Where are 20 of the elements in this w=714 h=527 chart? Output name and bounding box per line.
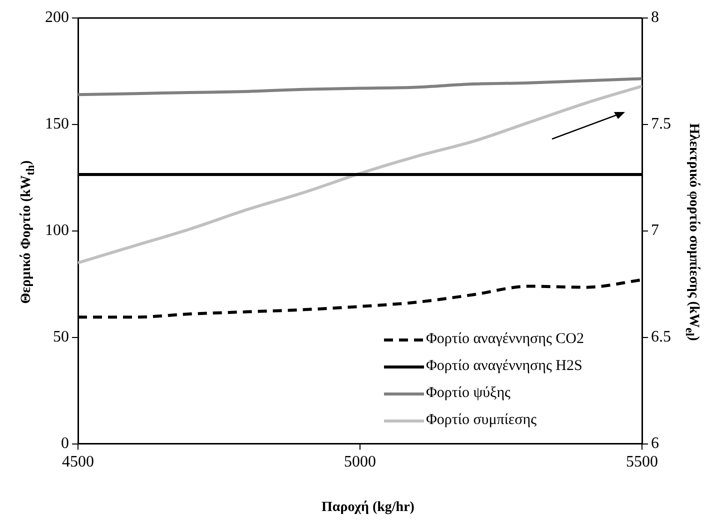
legend-label: Φορτίο ψύξης [426, 385, 510, 402]
line-series [78, 77, 642, 96]
line-series [78, 84, 642, 264]
legend-label: Φορτίο συμπίεσης [426, 412, 537, 429]
x-tick-label: 5500 [626, 454, 658, 471]
x-tick-label: 5000 [344, 454, 376, 471]
y2-tick-label: 7 [651, 222, 659, 240]
y2-tick-label: 6 [651, 435, 659, 452]
legend-label: Φορτίο αναγέννησης CO2 [426, 331, 584, 348]
y2-tick-label: 6.5 [651, 328, 671, 346]
y-tick-label: 200 [45, 9, 69, 26]
y-tick-label: 150 [45, 116, 69, 133]
legend-label: Φορτίο αναγέννησης H2S [426, 358, 582, 375]
x-tick-label: 4500 [62, 454, 94, 471]
y-tick-label: 100 [45, 222, 69, 240]
x-axis-title: Παροχή (kg/hr) [322, 500, 414, 516]
y2-tick-label: 8 [651, 9, 659, 26]
y-tick-label: 50 [53, 328, 69, 346]
y-tick-label: 0 [61, 435, 69, 452]
y2-tick-label: 7.5 [651, 116, 671, 133]
